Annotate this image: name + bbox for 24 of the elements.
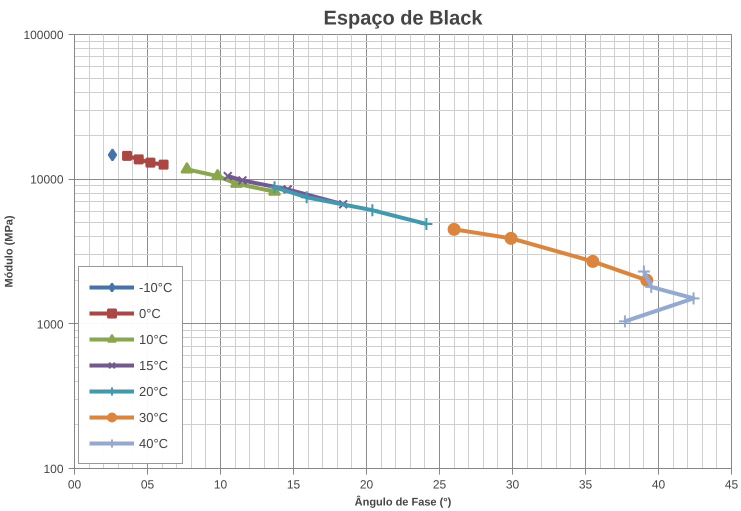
y-axis-title: Módulo (MPa) xyxy=(3,215,16,288)
x-tick-label: 40 xyxy=(652,478,666,492)
x-tick-label: 00 xyxy=(68,478,82,492)
x-tick-label: 30 xyxy=(506,478,520,492)
legend-label: 10°C xyxy=(139,332,168,346)
y-tick-label: 100000 xyxy=(23,28,64,42)
x-tick-label: 20 xyxy=(360,478,374,492)
legend-label: 20°C xyxy=(139,384,168,398)
x-tick-label: 45 xyxy=(724,478,738,492)
legend-label: -10°C xyxy=(139,280,172,294)
y-tick-label: 1000 xyxy=(36,317,64,332)
chart-title: Espaço de Black xyxy=(324,8,484,30)
legend-label: 15°C xyxy=(139,358,168,372)
legend-label: 0°C xyxy=(139,306,161,320)
y-tick-label: 10000 xyxy=(30,172,64,187)
legend-label: 30°C xyxy=(139,410,168,424)
x-tick-label: 15 xyxy=(286,478,300,492)
x-tick-label: 10 xyxy=(214,478,228,492)
x-tick-label: 35 xyxy=(578,478,592,492)
legend-label: 40°C xyxy=(139,436,168,450)
x-tick-label: 05 xyxy=(140,478,154,492)
x-axis-title: Ângulo de Fase (°) xyxy=(354,496,452,508)
x-tick-label: 25 xyxy=(432,478,446,492)
y-tick-label: 100 xyxy=(43,462,64,476)
